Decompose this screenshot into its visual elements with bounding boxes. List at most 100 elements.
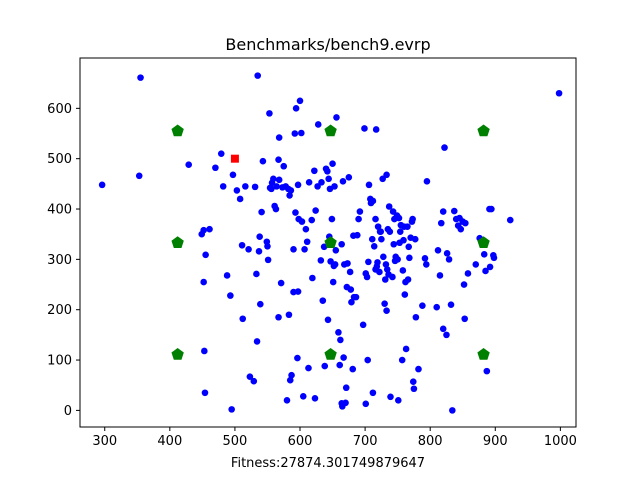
customer-point: [443, 331, 450, 339]
customer-point: [419, 302, 426, 309]
customer-point: [253, 338, 261, 345]
x-tick-label: 600: [288, 434, 313, 449]
customer-point: [374, 259, 381, 266]
customer-point: [378, 235, 385, 243]
customer-point: [374, 223, 382, 230]
customer-point: [390, 240, 398, 248]
charging-station-marker: [171, 124, 184, 137]
customer-point: [411, 235, 419, 243]
customer-point: [250, 377, 258, 385]
customer-point: [303, 238, 311, 246]
customer-point: [423, 178, 431, 185]
customer-point: [377, 228, 385, 235]
customer-point: [227, 292, 234, 299]
customer-point: [329, 278, 337, 286]
charging-station-marker: [324, 348, 337, 360]
customer-point: [324, 316, 332, 324]
customer-point: [291, 130, 299, 137]
customer-point: [447, 301, 455, 308]
customer-point: [472, 261, 480, 268]
y-tick-label: 300: [47, 253, 72, 268]
customer-point: [332, 247, 340, 254]
customer-point: [483, 367, 491, 375]
customer-point: [376, 268, 383, 276]
customer-point: [294, 288, 302, 295]
y-tick-label: 0: [64, 404, 72, 419]
y-tick-label: 600: [47, 102, 72, 117]
customer-point: [309, 274, 316, 282]
customer-point: [259, 157, 267, 165]
x-tick-label: 300: [92, 434, 117, 449]
customer-point: [364, 356, 372, 364]
customer-point: [405, 243, 413, 251]
customer-point: [185, 161, 193, 169]
customer-point: [275, 176, 283, 184]
customer-point: [348, 298, 355, 306]
customer-point: [236, 195, 244, 203]
customer-point: [246, 373, 254, 380]
customer-point: [287, 187, 295, 194]
customer-point: [264, 242, 271, 250]
customer-point: [449, 407, 456, 414]
customer-point: [433, 303, 441, 311]
customer-point: [319, 297, 327, 304]
customer-point: [264, 256, 272, 264]
points-layer: [98, 72, 563, 414]
customer-point: [253, 270, 260, 278]
customer-point: [238, 241, 246, 249]
customer-point: [233, 187, 241, 194]
customer-point: [506, 216, 514, 224]
customer-point: [344, 260, 351, 267]
customer-point: [399, 267, 407, 274]
charging-station-marker: [477, 236, 490, 249]
customer-point: [296, 97, 304, 105]
customer-point: [201, 389, 209, 397]
customer-point: [283, 397, 291, 404]
customer-point: [441, 144, 448, 151]
customer-point: [400, 236, 407, 244]
x-tick-label: 800: [418, 434, 443, 449]
customer-point: [285, 311, 293, 319]
customer-point: [212, 164, 219, 172]
customer-point: [389, 273, 396, 281]
customer-point: [273, 183, 280, 190]
customer-point: [482, 267, 489, 275]
customer-point: [328, 215, 336, 223]
customer-point: [460, 281, 468, 288]
charging-station-marker: [477, 124, 490, 137]
customer-point: [312, 207, 319, 214]
customer-point: [394, 397, 402, 404]
customer-point: [308, 216, 316, 224]
customer-point: [404, 276, 412, 283]
customer-point: [318, 179, 325, 186]
customer-point: [372, 126, 380, 133]
customer-point: [421, 255, 429, 262]
customer-point: [342, 384, 350, 392]
customer-point: [206, 225, 213, 233]
customer-point: [333, 114, 340, 121]
customer-point: [362, 400, 370, 408]
customer-point: [394, 256, 401, 263]
customer-point: [356, 208, 364, 215]
x-tick-label: 700: [353, 434, 378, 449]
customer-point: [409, 378, 417, 385]
customer-point: [396, 228, 404, 235]
customer-point: [436, 272, 444, 279]
customer-point: [302, 225, 310, 233]
customer-point: [256, 233, 263, 241]
charging-station-marker: [324, 124, 337, 137]
y-tick-label: 400: [47, 203, 72, 218]
customer-point: [242, 183, 249, 190]
y-tick-label: 100: [47, 354, 72, 369]
customer-point: [251, 183, 259, 191]
customer-point: [294, 181, 302, 189]
customer-point: [258, 208, 265, 216]
y-tick-label: 500: [47, 152, 72, 167]
customer-point: [404, 223, 411, 230]
customer-point: [321, 362, 329, 370]
customer-point: [445, 256, 453, 263]
customer-point: [290, 245, 297, 253]
customer-point: [270, 175, 277, 183]
customer-point: [254, 72, 262, 79]
customer-point: [257, 300, 264, 308]
